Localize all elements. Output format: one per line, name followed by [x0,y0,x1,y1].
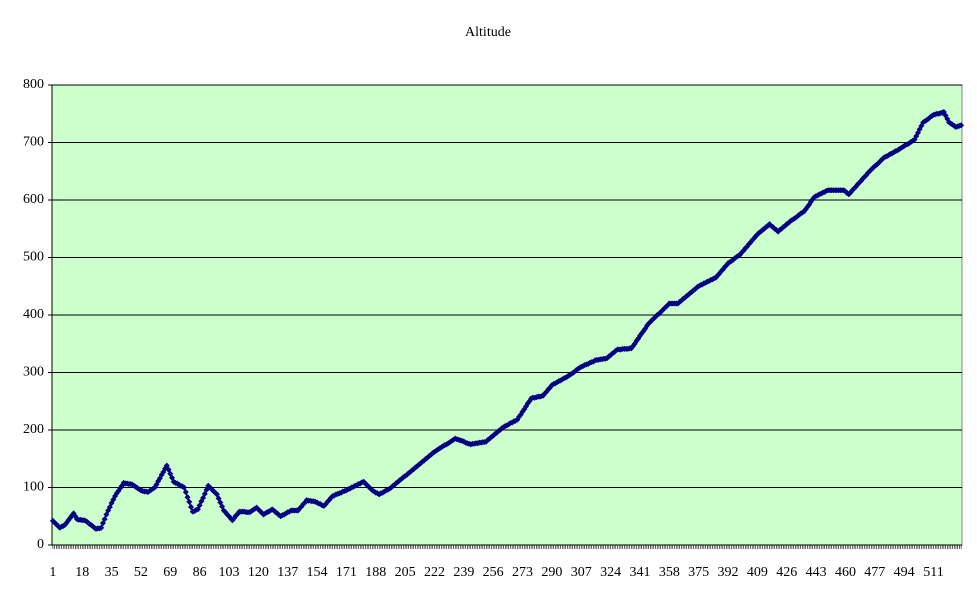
x-tick-label: 171 [336,565,357,580]
y-tick-label: 500 [23,250,44,265]
x-tick-label: 52 [134,565,148,580]
x-tick-label: 69 [163,565,177,580]
x-tick-label: 154 [307,565,328,580]
point-marker [188,504,195,511]
point-marker [184,494,191,501]
y-tick-label: 200 [23,422,44,437]
x-tick-label: 460 [835,565,856,580]
x-tick-label: 239 [453,565,474,580]
x-tick-label: 477 [864,565,885,580]
x-tick-label: 511 [923,565,943,580]
y-tick-label: 400 [23,307,44,322]
x-tick-label: 1 [49,565,56,580]
y-tick-label: 600 [23,192,44,207]
x-tick-label: 120 [248,565,269,580]
point-marker [958,122,965,129]
point-marker [182,489,189,496]
x-tick-label: 392 [718,565,739,580]
x-tick-label: 341 [629,565,650,580]
y-tick-label: 800 [23,77,44,92]
x-tick-label: 222 [424,565,445,580]
x-tick-label: 426 [776,565,797,580]
x-tick-label: 137 [277,565,298,580]
x-tick-label: 307 [571,565,592,580]
y-tick-label: 0 [37,537,44,552]
y-tick-label: 100 [23,480,44,495]
y-tick-label: 300 [23,365,44,380]
x-tick-label: 205 [395,565,416,580]
x-tick-label: 256 [483,565,504,580]
point-marker [186,498,193,505]
point-marker [101,516,108,523]
x-tick-label: 273 [512,565,533,580]
x-tick-label: 358 [659,565,680,580]
x-tick-label: 18 [75,565,89,580]
x-tick-label: 103 [218,565,239,580]
point-marker [98,524,105,531]
x-tick-label: 290 [541,565,562,580]
x-tick-label: 494 [894,565,915,580]
x-tick-label: 409 [747,565,768,580]
point-marker [181,484,188,491]
x-tick-label: 324 [600,565,621,580]
x-tick-label: 188 [365,565,386,580]
x-tick-label: 35 [105,565,119,580]
x-tick-label: 443 [806,565,827,580]
x-tick-label: 375 [688,565,709,580]
y-tick-label: 700 [23,135,44,150]
chart-title: Altitude [465,25,511,40]
x-tick-label: 86 [193,565,207,580]
